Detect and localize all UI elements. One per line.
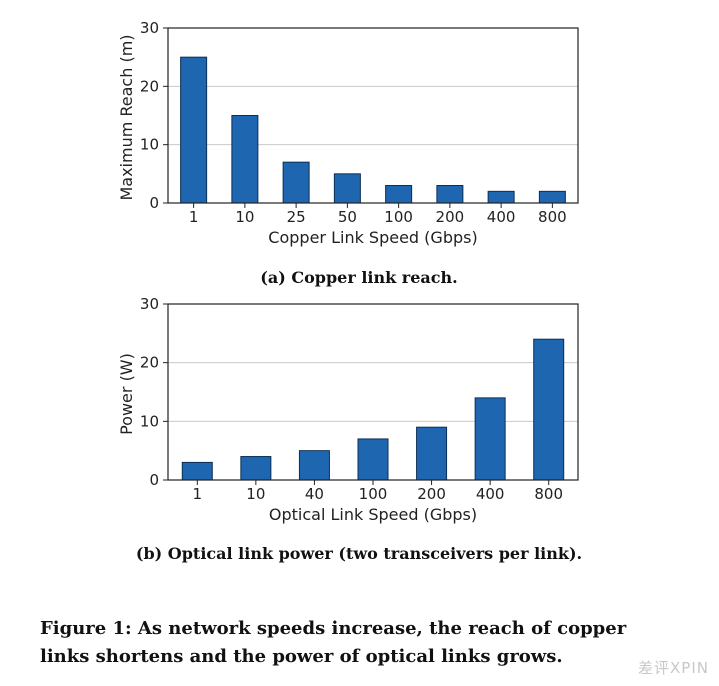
x-axis-label: Copper Link Speed (Gbps): [268, 228, 477, 247]
y-tick-label: 30: [140, 19, 159, 37]
bar: [416, 426, 448, 481]
plot-frame: [167, 27, 579, 204]
y-tick-label: 30: [140, 295, 159, 313]
x-tick-label: 10: [235, 208, 254, 226]
bar: [538, 190, 566, 204]
bar: [298, 450, 330, 481]
bar: [357, 438, 389, 481]
x-tick-label: 10: [246, 485, 265, 503]
subfigure-caption: (a) Copper link reach.: [260, 268, 457, 287]
bar: [533, 338, 565, 481]
x-tick-label: 40: [305, 485, 324, 503]
y-tick-label: 20: [140, 354, 159, 372]
y-tick-label: 10: [140, 412, 159, 430]
chart-optical-power: 0 10 20 30 1 10 40 100 200 400 800 Optical Link Spe…: [117, 295, 582, 563]
x-tick-label: 1: [189, 208, 199, 226]
x-axis-label: Optical Link Speed (Gbps): [269, 505, 477, 524]
x-tick-label: 100: [384, 208, 413, 226]
x-tick-label: 50: [338, 208, 357, 226]
y-tick-label: 10: [140, 136, 159, 154]
x-tick-label: 800: [534, 485, 563, 503]
bar: [240, 456, 272, 481]
bar: [282, 161, 310, 204]
bar: [231, 115, 259, 204]
y-axis-label: Power (W): [117, 353, 136, 435]
bar: [436, 185, 464, 204]
chart-copper-reach: 0 10 20 30 1 10 25 50 100 200 400 800 Copper Link Sp…: [117, 19, 579, 287]
bar: [180, 56, 208, 204]
figure-caption: Figure 1: As network speeds increase, th…: [40, 618, 627, 667]
bar: [333, 173, 361, 204]
x-tick-label: 800: [538, 208, 567, 226]
x-tick-label: 400: [487, 208, 516, 226]
y-tick-label: 0: [149, 471, 159, 489]
watermark: 差评XPIN: [638, 659, 709, 677]
x-tick-label: 400: [476, 485, 505, 503]
y-tick-label: 20: [140, 77, 159, 95]
x-tick-label: 25: [287, 208, 306, 226]
x-tick-label: 200: [417, 485, 446, 503]
x-tick-label: 200: [436, 208, 465, 226]
y-tick-label: 0: [149, 194, 159, 212]
bar: [181, 461, 213, 481]
bar: [474, 397, 506, 481]
bar: [487, 190, 515, 204]
x-tick-label: 1: [193, 485, 203, 503]
x-tick-label: 100: [359, 485, 388, 503]
y-axis-label: Maximum Reach (m): [117, 34, 136, 200]
bar: [385, 185, 413, 204]
subfigure-caption: (b) Optical link power (two transceivers…: [136, 544, 582, 563]
